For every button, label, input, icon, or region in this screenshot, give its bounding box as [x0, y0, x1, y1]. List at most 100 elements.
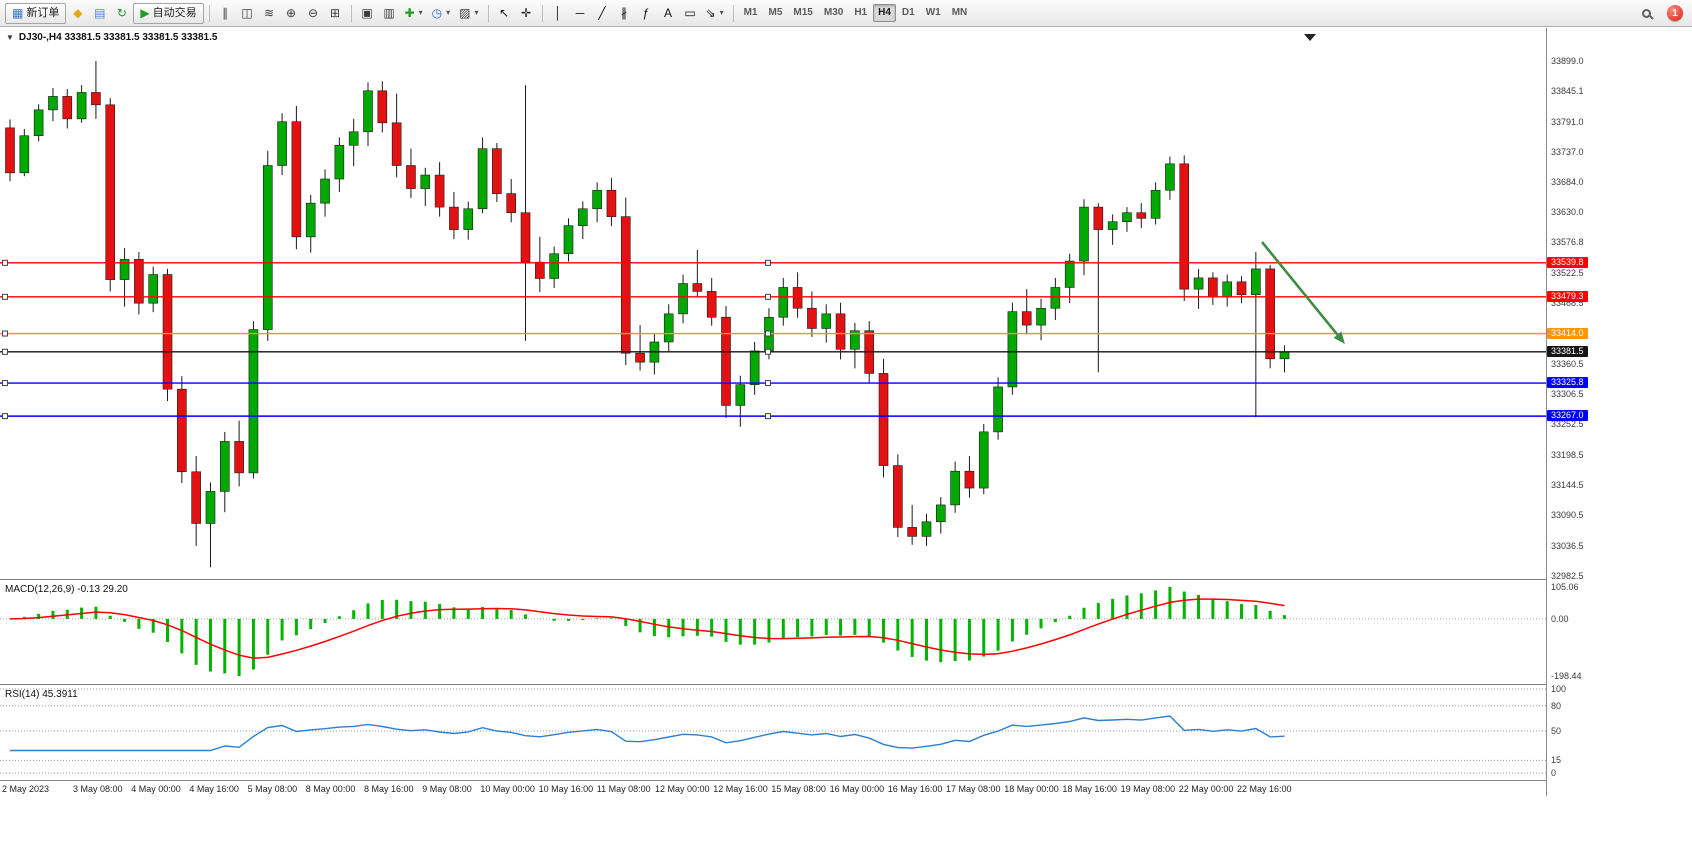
refresh-button[interactable]: ↻ [111, 3, 132, 24]
macd-histogram [22, 587, 1286, 676]
candlestick-chart-button[interactable]: ◫ [237, 3, 258, 24]
rsi-level-label: 80 [1551, 700, 1562, 711]
date-label: 11 May 08:00 [596, 784, 651, 794]
text-icon: A [664, 6, 673, 20]
fibonacci-button[interactable]: ƒ [636, 3, 657, 24]
crosshair-button[interactable]: ✛ [516, 3, 537, 24]
search-icon[interactable] [1642, 8, 1651, 18]
date-label: 8 May 16:00 [364, 784, 414, 794]
line-handle[interactable] [765, 348, 771, 355]
text-label-icon: ▭ [684, 6, 696, 20]
timeframe-m5[interactable]: M5 [768, 7, 783, 18]
refresh-icon: ↻ [116, 6, 127, 20]
line-handle[interactable] [765, 330, 771, 337]
history-center-button[interactable]: ▤ [89, 3, 110, 24]
timeframe-mn[interactable]: MN [951, 7, 968, 18]
autotrading-icon: ▶ [140, 6, 150, 20]
timeframe-d1[interactable]: D1 [901, 7, 915, 18]
line-handle[interactable] [2, 293, 8, 300]
hline-price-label: 33414.0 [1547, 327, 1588, 339]
ohlc-text: DJ30-,H4 33381.5 33381.5 33381.5 33381.5 [18, 32, 218, 43]
scroll-to-end-marker[interactable] [1304, 34, 1316, 41]
sound-alert-button[interactable]: ◆ [67, 3, 88, 24]
timeframe-m1[interactable]: M1 [743, 7, 758, 18]
line-handle[interactable] [765, 259, 771, 266]
auto-scroll-button[interactable]: ▥ [379, 3, 400, 24]
price-axis[interactable]: 33899.0 33845.1 33791.0 33737.0 33684.0 33630… [1546, 28, 1692, 796]
fibonacci-icon: ƒ [642, 6, 650, 20]
indicators-button-dropdown-icon[interactable]: ▾ [418, 8, 423, 17]
price-tick: 33090.5 [1551, 510, 1584, 521]
chart-shift-button[interactable]: ▣ [357, 3, 378, 24]
trend-arrow-annotation[interactable] [1260, 241, 1345, 344]
price-tick: 33252.5 [1551, 419, 1584, 430]
history-center-icon: ▤ [94, 6, 106, 20]
macd-panel[interactable] [0, 579, 1546, 684]
channel-button[interactable]: ∦ [614, 3, 635, 24]
horizontal-line[interactable] [0, 380, 1546, 387]
timeframe-w1[interactable]: W1 [925, 7, 941, 18]
crosshair-icon: ✛ [520, 6, 532, 20]
indicators-button[interactable]: ✚ ▾ [401, 3, 427, 24]
templates-button[interactable]: ▨ ▾ [455, 3, 482, 24]
line-handle[interactable] [2, 330, 8, 337]
periods-button-dropdown-icon[interactable]: ▾ [446, 8, 451, 17]
notification-badge[interactable]: 1 [1667, 5, 1683, 21]
periods-button[interactable]: ◷ ▾ [428, 3, 455, 24]
timeframe-m30[interactable]: M30 [823, 7, 844, 18]
rsi-level-label: 100 [1551, 684, 1567, 694]
toolbar-separator [541, 4, 543, 22]
horizontal-line[interactable] [0, 413, 1546, 420]
new-order-button[interactable]: ▦ 新订单 [5, 2, 67, 24]
horizontal-line[interactable] [0, 330, 1546, 337]
rsi-line [10, 715, 1285, 752]
chevron-down-icon[interactable]: ▼ [6, 33, 14, 42]
templates-button-dropdown-icon[interactable]: ▾ [474, 8, 479, 17]
date-label: 12 May 00:00 [655, 784, 710, 794]
date-label: 8 May 00:00 [305, 784, 356, 794]
line-handle[interactable] [2, 380, 8, 387]
zoom-out-button[interactable]: ⊖ [303, 3, 324, 24]
text-button[interactable]: A [658, 3, 679, 24]
date-axis[interactable]: 2 May 2023 3 May 08:00 4 May 00:00 4 May 16… [0, 780, 1546, 796]
date-label: 3 May 08:00 [73, 784, 123, 794]
horizontal-line-button[interactable]: ─ [570, 3, 591, 24]
rsi-panel[interactable] [0, 684, 1546, 780]
text-label-button[interactable]: ▭ [680, 3, 701, 24]
zoom-in-button[interactable]: ⊕ [281, 3, 302, 24]
timeframe-h4[interactable]: H4 [873, 4, 896, 22]
line-handle[interactable] [2, 348, 8, 355]
line-handle[interactable] [765, 293, 771, 300]
line-handle[interactable] [2, 259, 8, 266]
cursor-button[interactable]: ↖ [494, 3, 515, 24]
date-label: 5 May 08:00 [247, 784, 298, 794]
line-handle[interactable] [765, 413, 771, 420]
horizontal-line-icon: ─ [575, 6, 585, 20]
vertical-line-button[interactable]: │ [548, 3, 569, 24]
arrows-button[interactable]: ⇘ ▾ [702, 3, 728, 24]
timeframe-m15[interactable]: M15 [793, 7, 813, 18]
sound-alert-icon: ◆ [73, 6, 83, 20]
horizontal-line[interactable] [0, 259, 1546, 266]
horizontal-line[interactable] [0, 348, 1546, 355]
price-tick: 33198.5 [1551, 449, 1584, 460]
line-handle[interactable] [2, 413, 8, 420]
date-label: 15 May 08:00 [771, 784, 826, 794]
zoom-in-icon: ⊕ [286, 6, 297, 20]
line-chart-button[interactable]: ≋ [259, 3, 280, 24]
line-handle[interactable] [765, 380, 771, 387]
autotrading-button[interactable]: ▶ 自动交易 [133, 2, 204, 24]
bar-chart-button[interactable]: ∥ [215, 3, 236, 24]
arrows-button-dropdown-icon[interactable]: ▾ [719, 8, 724, 17]
chart-window[interactable]: ▼ DJ30-,H4 33381.5 33381.5 33381.5 33381… [0, 28, 1692, 796]
date-label: 18 May 16:00 [1062, 784, 1117, 794]
rsi-label: RSI(14) 45.3911 [5, 689, 78, 700]
timeframe-h1[interactable]: H1 [854, 7, 868, 18]
indicators-icon: ✚ [404, 6, 415, 20]
horizontal-line[interactable] [0, 293, 1546, 300]
channel-icon: ∦ [621, 6, 628, 20]
tile-windows-button[interactable]: ⊞ [325, 3, 346, 24]
candlestick-chart[interactable] [0, 28, 1546, 579]
date-label: 16 May 00:00 [829, 784, 885, 794]
trendline-button[interactable]: ╱ [592, 3, 613, 24]
